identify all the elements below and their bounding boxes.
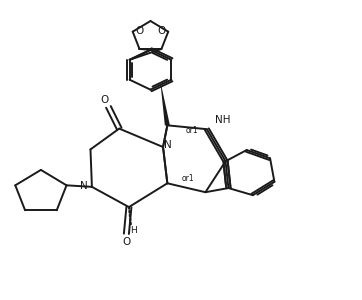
Text: N: N xyxy=(80,181,88,191)
Text: O: O xyxy=(157,26,165,36)
Text: NH: NH xyxy=(215,115,231,125)
Text: N: N xyxy=(164,140,172,150)
Text: H: H xyxy=(130,226,136,235)
Text: O: O xyxy=(136,26,144,36)
Text: O: O xyxy=(122,236,131,247)
Text: or1: or1 xyxy=(185,126,198,135)
Polygon shape xyxy=(161,85,170,126)
Text: O: O xyxy=(101,95,109,105)
Text: or1: or1 xyxy=(182,174,194,183)
